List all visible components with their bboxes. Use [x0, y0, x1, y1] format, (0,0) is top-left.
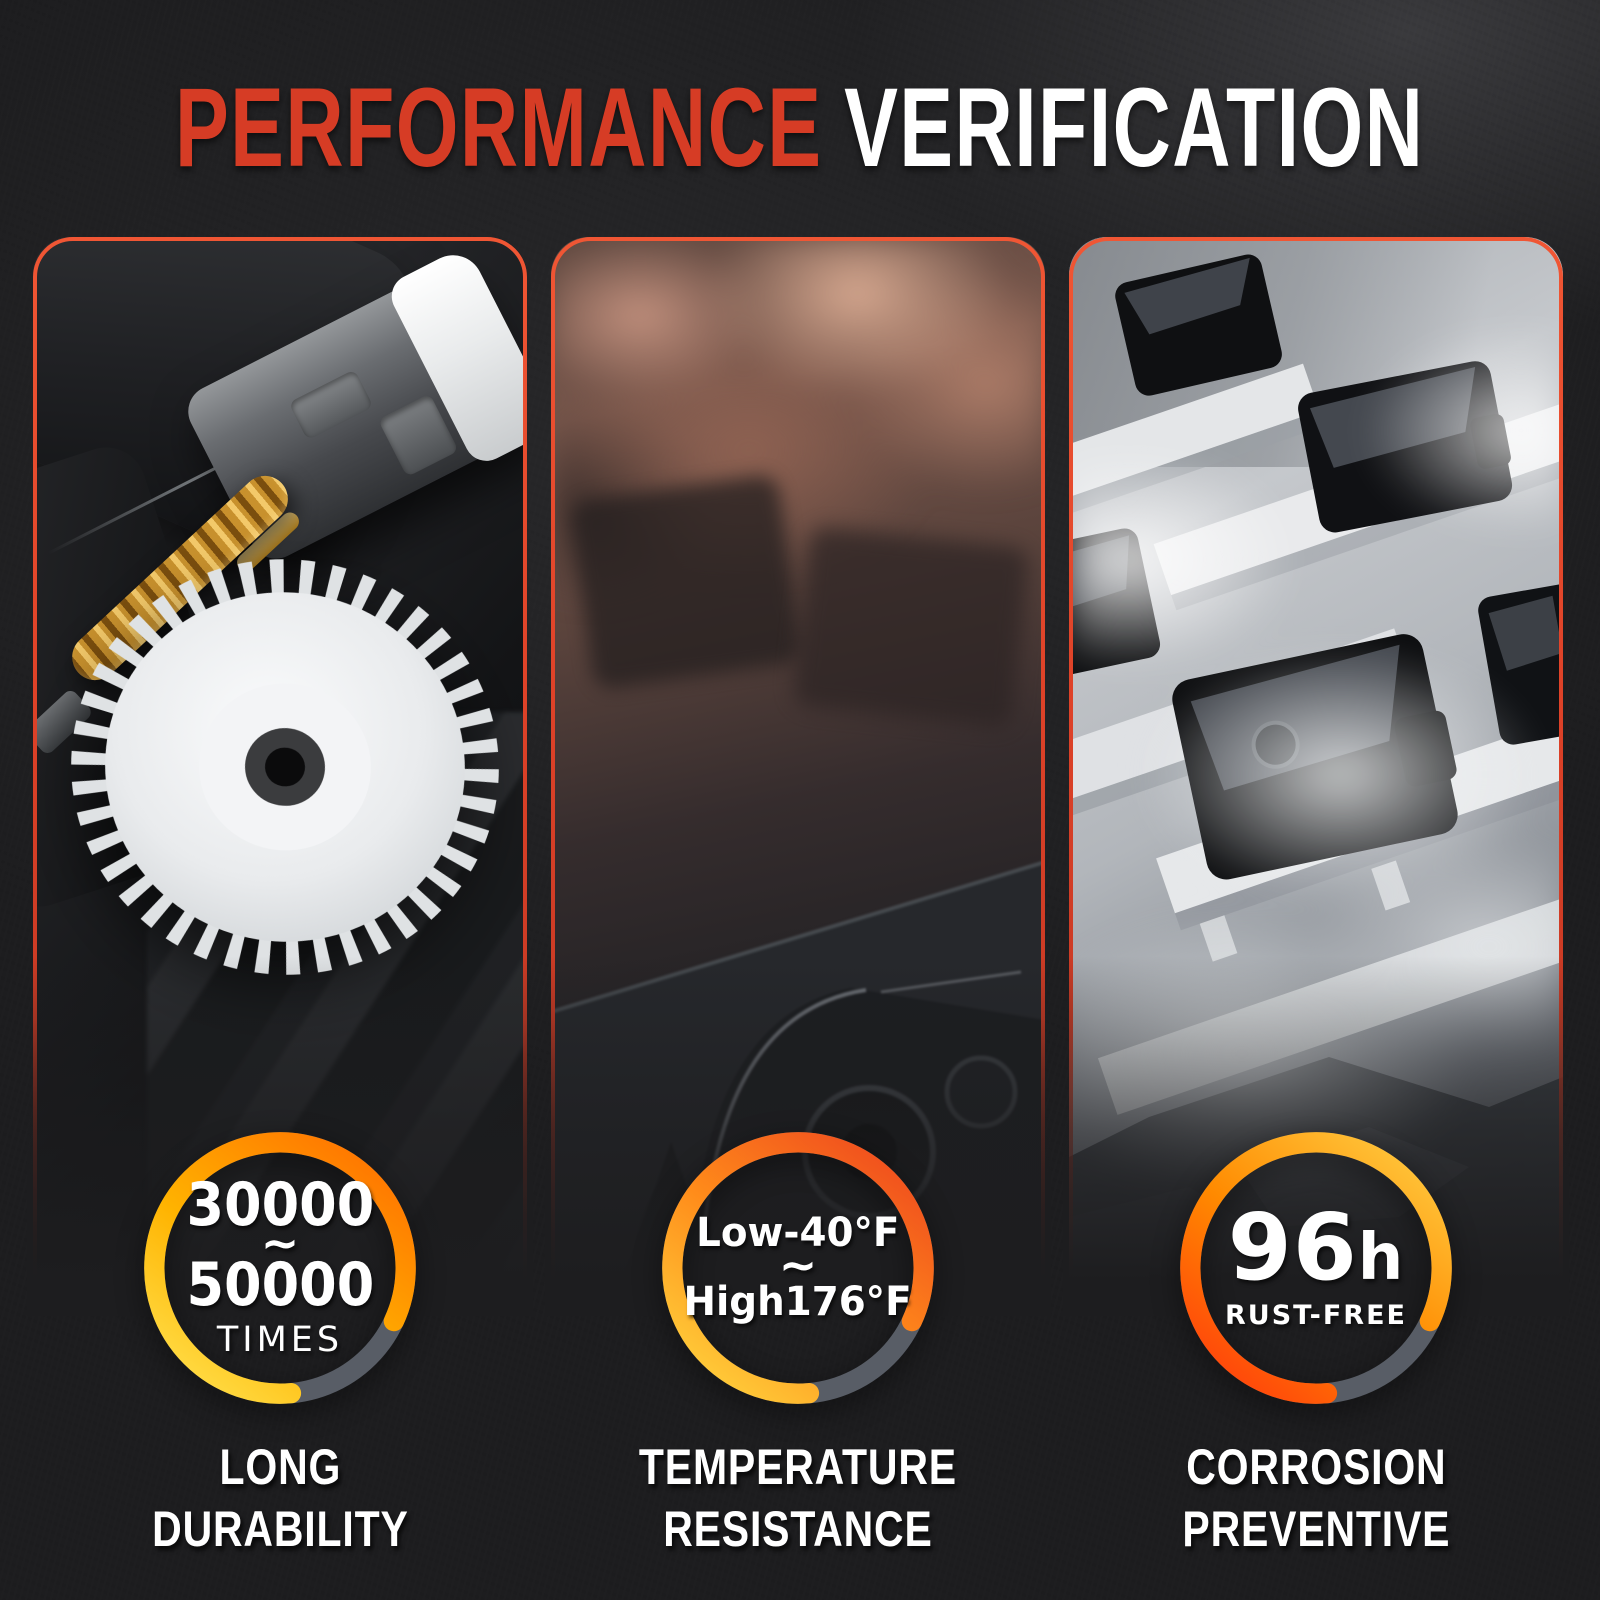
caption-line: PREVENTIVE [1182, 1501, 1450, 1557]
corrosion-caption: CORROSION PREVENTIVE [1069, 1436, 1563, 1560]
caption-line: TEMPERATURE [638, 1439, 958, 1495]
durability-unit: TIMES [216, 1319, 344, 1360]
white-plastic-gear [71, 559, 499, 975]
caption-line: CORROSION [1185, 1439, 1447, 1495]
temperature-low: Low-40°F [696, 1210, 900, 1257]
corrosion-hours-value: 96 [1227, 1194, 1358, 1302]
corrosion-label: RUST-FREE [1225, 1299, 1407, 1331]
temperature-caption-text: TEMPERATURE RESISTANCE [639, 1436, 957, 1560]
caption-line: RESISTANCE [663, 1501, 933, 1557]
temperature-high: High176°F [683, 1279, 913, 1325]
temperature-caption: TEMPERATURE RESISTANCE [551, 1436, 1045, 1560]
temperature-gauge-text: Low-40°F ~ High176°F [653, 1123, 943, 1413]
motor-vent [288, 369, 374, 441]
corrosion-gauge: 96h RUST-FREE [1171, 1123, 1461, 1413]
durability-max: 50000 [186, 1249, 374, 1320]
corrosion-hours-unit: h [1357, 1221, 1405, 1296]
durability-gauge: 30000 ~ 50000 TIMES [135, 1123, 425, 1413]
page-title-text: PERFORMANCE VERIFICATION [175, 72, 1424, 184]
caption-line: DURABILITY [151, 1501, 409, 1557]
corrosion-hours: 96h [1228, 1202, 1405, 1294]
caption-line: LONG [219, 1439, 341, 1495]
temperature-gauge: Low-40°F ~ High176°F [653, 1123, 943, 1413]
durability-min: 30000 [186, 1170, 374, 1241]
corrosion-caption-text: CORROSION PREVENTIVE [1182, 1436, 1450, 1560]
corrosion-gauge-text: 96h RUST-FREE [1171, 1123, 1461, 1413]
actuator-silhouette [568, 473, 804, 691]
title-highlight: PERFORMANCE [175, 65, 823, 190]
durability-caption-text: LONG DURABILITY [152, 1436, 408, 1560]
durability-gauge-text: 30000 ~ 50000 TIMES [135, 1123, 425, 1413]
tilde-separator: ~ [778, 1238, 818, 1292]
durability-caption: LONG DURABILITY [33, 1436, 527, 1560]
page-title: PERFORMANCE VERIFICATION [0, 72, 1600, 184]
title-rest: VERIFICATION [844, 65, 1425, 190]
